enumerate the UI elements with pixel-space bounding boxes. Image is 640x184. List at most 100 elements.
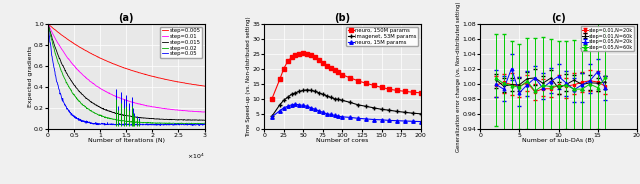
Legend: neuro, 150M params, imagenet, 53M params, neuro, 15M params: neuro, 150M params, imagenet, 53M params…	[346, 26, 418, 46]
imagenet, 53M params	[315, 92, 323, 94]
neuro, 150M params	[346, 77, 354, 79]
step=0.01	[44, 23, 52, 25]
step=0.02	[197, 123, 205, 125]
Y-axis label: Expected gradients: Expected gradients	[28, 46, 33, 107]
neuro, 150M params	[385, 88, 393, 90]
imagenet, 53M params	[319, 93, 326, 95]
neuro, 15M params	[280, 107, 287, 109]
neuro, 150M params	[287, 56, 295, 59]
Line: step=0.05: step=0.05	[48, 25, 205, 125]
neuro, 15M params	[378, 119, 385, 121]
step=0.01	[118, 98, 126, 100]
neuro, 15M params	[385, 119, 393, 121]
neuro, 150M params	[335, 71, 342, 74]
Legend: step=0.01,N=20k, step=0.01,N=60k, step=0.05,N=20k, step=0.05,N=60k: step=0.01,N=20k, step=0.01,N=60k, step=0…	[580, 26, 634, 52]
step=0.005	[173, 80, 180, 83]
neuro, 15M params	[315, 110, 323, 112]
imagenet, 53M params	[331, 98, 339, 100]
Line: imagenet, 53M params: imagenet, 53M params	[270, 88, 422, 118]
step=0.01	[129, 101, 136, 103]
imagenet, 53M params	[409, 112, 417, 114]
neuro, 15M params	[394, 120, 401, 122]
neuro, 15M params	[339, 116, 346, 118]
imagenet, 53M params	[335, 98, 342, 100]
step=0.02	[197, 123, 205, 125]
step=0.005	[44, 23, 52, 25]
step=0.05	[138, 123, 145, 126]
neuro, 15M params	[303, 105, 311, 107]
imagenet, 53M params	[300, 89, 307, 92]
imagenet, 53M params	[378, 108, 385, 110]
imagenet, 53M params	[311, 90, 319, 92]
step=0.01	[201, 111, 209, 113]
neuro, 15M params	[296, 104, 303, 106]
neuro, 15M params	[331, 114, 339, 116]
Line: neuro, 150M params: neuro, 150M params	[270, 52, 422, 101]
neuro, 150M params	[280, 68, 287, 70]
imagenet, 53M params	[280, 99, 287, 101]
imagenet, 53M params	[354, 104, 362, 106]
step=0.015	[118, 114, 126, 116]
neuro, 150M params	[394, 89, 401, 92]
neuro, 150M params	[323, 65, 331, 67]
imagenet, 53M params	[339, 99, 346, 101]
neuro, 15M params	[292, 103, 300, 105]
Legend: step=0.005, step=0.01, step=0.015, step=0.02, step=0.05: step=0.005, step=0.01, step=0.015, step=…	[161, 26, 202, 58]
step=0.02	[201, 122, 209, 124]
neuro, 150M params	[300, 52, 307, 54]
step=0.005	[120, 67, 127, 69]
Title: (a): (a)	[118, 13, 134, 23]
step=0.01	[197, 111, 205, 113]
Line: step=0.01: step=0.01	[48, 24, 205, 112]
imagenet, 53M params	[303, 89, 311, 91]
Title: (c): (c)	[551, 13, 566, 23]
neuro, 15M params	[354, 117, 362, 119]
neuro, 150M params	[284, 60, 291, 63]
step=0.02	[118, 119, 126, 122]
step=0.015	[44, 23, 52, 25]
step=0.015	[200, 119, 208, 121]
imagenet, 53M params	[417, 113, 424, 115]
neuro, 150M params	[307, 54, 315, 56]
Y-axis label: Time Speed-up (vs. Non-distributed setting): Time Speed-up (vs. Non-distributed setti…	[246, 16, 251, 137]
Line: step=0.015: step=0.015	[48, 24, 205, 120]
neuro, 150M params	[417, 92, 424, 94]
Y-axis label: Generalization error change (vs. Non-distributed setting): Generalization error change (vs. Non-dis…	[456, 1, 461, 152]
Title: (b): (b)	[334, 13, 351, 23]
neuro, 150M params	[354, 80, 362, 82]
imagenet, 53M params	[370, 107, 378, 109]
step=0.05	[173, 123, 180, 125]
neuro, 150M params	[292, 54, 300, 56]
neuro, 15M params	[335, 115, 342, 117]
step=0.015	[138, 117, 145, 119]
step=0.005	[138, 72, 145, 74]
neuro, 150M params	[378, 86, 385, 89]
imagenet, 53M params	[385, 109, 393, 111]
neuro, 150M params	[296, 53, 303, 55]
step=0.015	[173, 119, 180, 121]
imagenet, 53M params	[346, 101, 354, 104]
neuro, 15M params	[284, 105, 291, 107]
imagenet, 53M params	[296, 90, 303, 92]
neuro, 150M params	[409, 91, 417, 93]
step=0.005	[118, 66, 126, 68]
step=0.02	[120, 120, 127, 122]
step=0.015	[120, 114, 127, 116]
step=0.01	[138, 103, 145, 105]
neuro, 150M params	[303, 53, 311, 55]
neuro, 150M params	[268, 98, 276, 100]
neuro, 15M params	[323, 113, 331, 115]
step=0.05	[120, 123, 127, 125]
step=0.005	[197, 84, 205, 87]
X-axis label: Number of sub-DAs (B): Number of sub-DAs (B)	[522, 138, 595, 143]
step=0.05	[197, 123, 205, 125]
neuro, 15M params	[287, 104, 295, 106]
neuro, 15M params	[268, 116, 276, 118]
neuro, 150M params	[362, 82, 370, 84]
Line: step=0.005: step=0.005	[48, 24, 205, 86]
neuro, 15M params	[276, 110, 284, 112]
step=0.05	[118, 123, 126, 125]
step=0.005	[201, 85, 209, 87]
step=0.015	[129, 116, 136, 118]
step=0.02	[173, 122, 180, 124]
